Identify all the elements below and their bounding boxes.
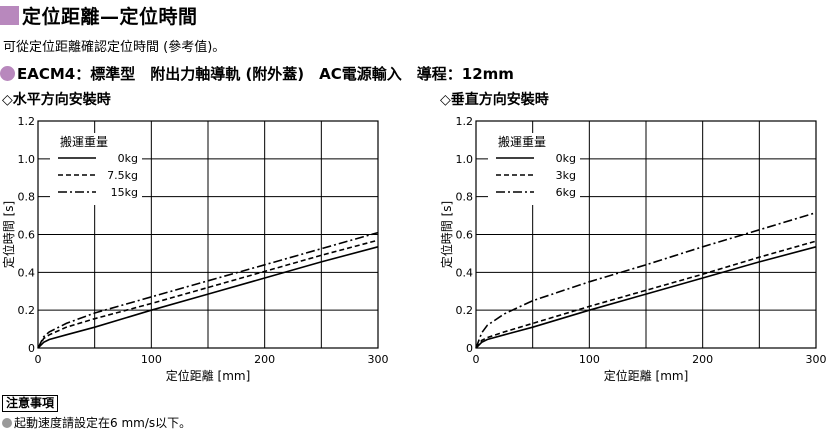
y-tick-label: 1.2	[456, 115, 474, 128]
y-tick-label: 0.8	[456, 191, 474, 204]
x-tick-label: 200	[692, 353, 713, 366]
series-line-2	[37, 231, 379, 349]
x-tick-label: 0	[473, 353, 480, 366]
plot-frame	[37, 120, 379, 349]
title-square-icon	[0, 6, 19, 25]
vertical-chart-heading: ◇垂直方向安裝時	[440, 92, 549, 108]
y-tick-label: 0.4	[456, 266, 474, 279]
model-text: EACM4：標準型 附出力軸導軌 (附外蓋) AC電源輸入 導程：12mm	[17, 65, 514, 83]
legend-title: 搬運重量	[60, 134, 108, 149]
vertical-chart: 0 0.2 0.4 0.6 0.8 1.0 1.2 0 100 200 300 定位距離 [mm] 定位…	[439, 115, 827, 383]
x-tick-label: 100	[141, 353, 162, 366]
legend-background	[50, 133, 142, 205]
legend-label-1: 7.5kg	[107, 169, 138, 182]
series-line-1	[475, 240, 817, 349]
y-axis-label: 定位時間 [s]	[1, 201, 16, 268]
legend-label-2: 15kg	[111, 186, 138, 199]
intro-text: 可從定位距離確認定位時間 (參考值)。	[3, 40, 226, 55]
legend-background	[488, 133, 580, 205]
page-title: 定位距離—定位時間	[22, 6, 198, 28]
x-tick-label: 200	[254, 353, 275, 366]
y-tick-label: 1.0	[18, 153, 36, 166]
legend-label-0: 0kg	[118, 152, 138, 165]
page-header: 定位距離—定位時間	[0, 2, 198, 28]
notice-text-row: 起動速度請設定在6 mm/s以下。	[2, 414, 191, 431]
x-tick-label: 300	[368, 353, 389, 366]
x-axis-label: 定位距離 [mm]	[604, 368, 689, 383]
y-tick-label: 0.2	[18, 304, 36, 317]
horizontal-chart: 0 0.2 0.4 0.6 0.8 1.0 1.2 0 100 200 300 定位距離 [mm] 定位…	[1, 115, 389, 383]
notice-text: 起動速度請設定在6 mm/s以下。	[14, 416, 192, 430]
y-tick-label: 1.0	[456, 153, 474, 166]
x-tick-label: 100	[579, 353, 600, 366]
series-line-0	[475, 246, 817, 349]
legend-label-1: 3kg	[556, 169, 576, 182]
model-line: EACM4：標準型 附出力軸導軌 (附外蓋) AC電源輸入 導程：12mm	[0, 63, 514, 84]
notice-label: 注意事項	[2, 395, 59, 412]
y-tick-label: 0.6	[18, 229, 36, 242]
notice-bullet-icon	[2, 418, 12, 428]
series-line-2	[475, 211, 817, 349]
legend-title: 搬運重量	[498, 134, 546, 149]
horizontal-chart-heading: ◇水平方向安裝時	[2, 92, 111, 108]
legend-label-2: 6kg	[556, 186, 576, 199]
y-tick-label: 0	[466, 342, 473, 355]
series-line-0	[37, 246, 379, 349]
y-tick-label: 0.6	[456, 229, 474, 242]
x-tick-label: 300	[806, 353, 827, 366]
y-tick-label: 0.2	[456, 304, 474, 317]
legend-label-0: 0kg	[556, 152, 576, 165]
y-tick-label: 1.2	[18, 115, 36, 128]
y-tick-label: 0	[28, 342, 35, 355]
bullet-dot-icon	[0, 66, 15, 81]
x-axis-label: 定位距離 [mm]	[166, 368, 251, 383]
y-axis-label: 定位時間 [s]	[439, 201, 454, 268]
y-tick-label: 0.4	[18, 266, 36, 279]
plot-frame	[475, 120, 817, 349]
y-tick-label: 0.8	[18, 191, 36, 204]
x-tick-label: 0	[35, 353, 42, 366]
